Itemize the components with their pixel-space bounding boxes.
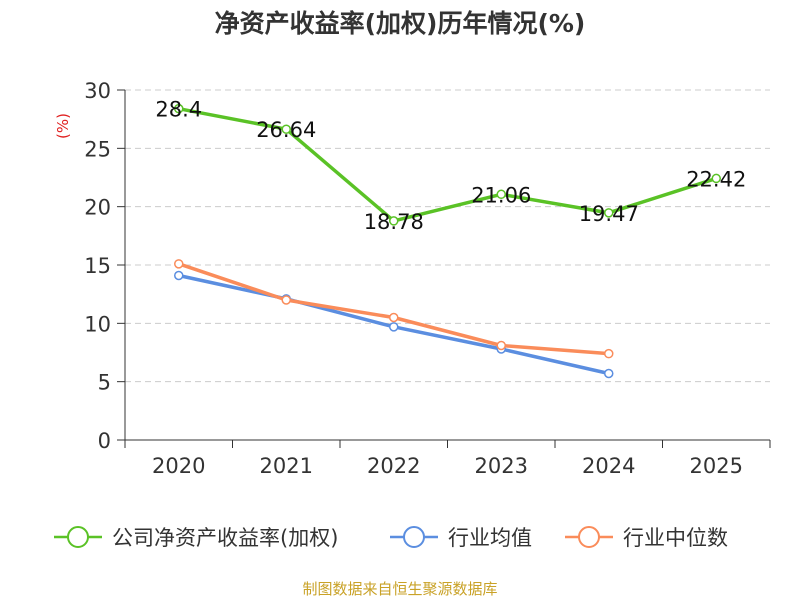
x-tick-label-2023: 2023 — [475, 454, 528, 478]
data-point-0-3 — [496, 189, 506, 200]
data-label: 26.64 — [256, 118, 316, 142]
legend-label-2: 行业中位数 — [623, 526, 728, 550]
data-point-2-1 — [281, 295, 291, 305]
y-tick-label: 0 — [98, 429, 111, 453]
legend-marker-0 — [67, 526, 89, 548]
series-line-2 — [178, 262, 609, 356]
label-layer: 28.4 26.64 18.78 21.06 19.47 22.42 — [155, 98, 746, 234]
x-tick-label-2024: 2024 — [582, 454, 635, 478]
data-point-2-4 — [604, 348, 614, 359]
data-point-0-1 — [281, 124, 291, 134]
x-tick-label-2021: 2021 — [260, 454, 313, 478]
series-layer — [174, 103, 721, 379]
data-point-0-5 — [711, 173, 721, 184]
data-label: 28.4 — [155, 98, 202, 122]
y-tick-label: 5 — [98, 371, 111, 395]
data-label: 22.42 — [686, 167, 746, 191]
x-tick-label-2020: 2020 — [152, 454, 205, 478]
data-point-2-3 — [496, 340, 506, 351]
data-point-1-0 — [174, 270, 184, 281]
y-tick-label: 20 — [84, 196, 111, 220]
data-label: 18.78 — [364, 210, 424, 234]
legend-marker-2 — [578, 526, 600, 548]
data-label: 21.06 — [471, 183, 531, 207]
source-note: 制图数据来自恒生聚源数据库 — [302, 580, 498, 598]
data-point-2-2 — [389, 312, 399, 323]
data-point-2-0 — [174, 259, 184, 269]
legend-label-0: 公司净资产收益率(加权) — [112, 526, 338, 550]
data-point-0-4 — [604, 208, 614, 218]
data-point-0-2 — [389, 216, 399, 226]
y-tick-label: 25 — [84, 137, 111, 161]
legend-label-1: 行业均值 — [448, 526, 532, 550]
x-tick-label-2022: 2022 — [367, 454, 420, 478]
legend-layer: 公司净资产收益率(加权) 行业均值 行业中位数 — [54, 526, 728, 550]
y-axis-label: (%) — [54, 113, 72, 139]
data-point-1-4 — [604, 368, 614, 379]
y-tick-label: 15 — [84, 254, 111, 278]
data-point-1-2 — [389, 322, 399, 332]
data-point-0-0 — [174, 103, 184, 114]
series-line-0 — [178, 106, 717, 223]
data-label: 19.47 — [579, 202, 639, 226]
chart-title: 净资产收益率(加权)历年情况(%) — [214, 9, 586, 38]
y-tick-label: 30 — [84, 79, 111, 103]
y-tick-label: 10 — [84, 312, 111, 336]
legend-marker-1 — [403, 526, 425, 548]
x-tick-label-2025: 2025 — [690, 454, 743, 478]
